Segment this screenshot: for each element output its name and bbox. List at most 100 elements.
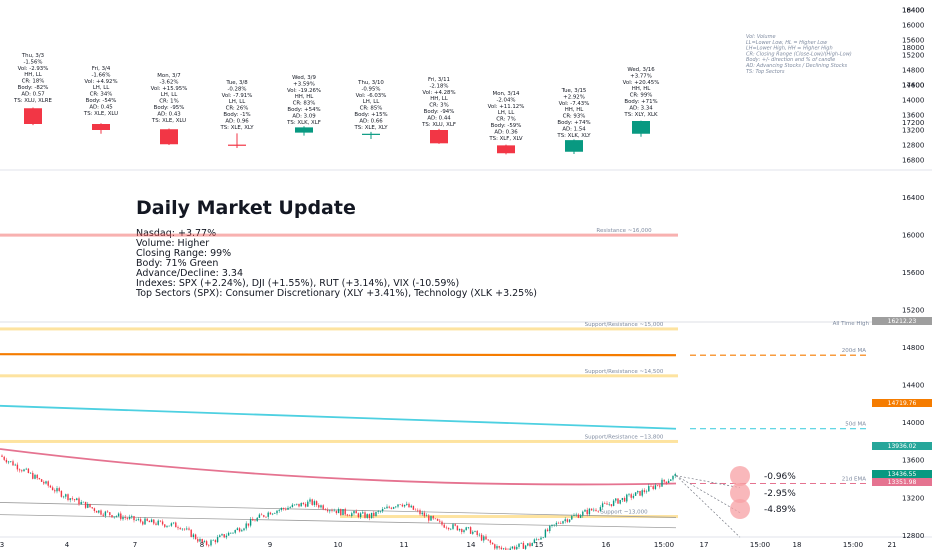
intraday-candle bbox=[483, 536, 485, 541]
intraday-candle bbox=[619, 499, 621, 504]
intraday-candle bbox=[256, 517, 258, 522]
daily-y-tick: 13200 bbox=[902, 127, 924, 135]
intraday-candle bbox=[56, 488, 58, 492]
intraday-candle bbox=[318, 505, 320, 508]
intraday-candle bbox=[417, 509, 419, 511]
intraday-candle bbox=[509, 548, 511, 550]
day-card-line: Body: +15% bbox=[354, 112, 387, 118]
intraday-candle bbox=[617, 498, 619, 504]
intraday-candle bbox=[142, 521, 144, 525]
intraday-candle bbox=[652, 486, 654, 489]
day-card-line: Vol: -2.93% bbox=[18, 66, 49, 72]
intraday-candle bbox=[538, 539, 540, 540]
intraday-candle bbox=[593, 509, 595, 511]
intraday-candle bbox=[346, 514, 349, 516]
intraday-candle bbox=[588, 508, 591, 515]
intraday-candle bbox=[650, 486, 652, 487]
legend-line: Vol: Volume bbox=[746, 34, 776, 40]
intraday-candle bbox=[80, 501, 82, 505]
intraday-candle bbox=[399, 504, 401, 506]
intraday-candle bbox=[27, 468, 30, 474]
day-card-line: AD: 1.54 bbox=[562, 126, 586, 132]
day-candle-body bbox=[565, 140, 583, 152]
intraday-candle bbox=[410, 505, 412, 508]
intraday-candle bbox=[434, 518, 437, 520]
day-card-line: Body: +71% bbox=[624, 99, 657, 105]
day-card-line: Vol: -7.43% bbox=[559, 101, 590, 107]
day-card-line: Body: -94% bbox=[424, 109, 455, 115]
price-y-tick: 16000 bbox=[902, 232, 924, 240]
intraday-candle bbox=[621, 497, 624, 500]
day-card-line: CR: 1% bbox=[159, 99, 178, 105]
day-candle-body bbox=[24, 108, 42, 124]
intraday-candle bbox=[478, 534, 481, 536]
day-card-line: HH, HL bbox=[565, 107, 584, 113]
price-badge-value: 13351.98 bbox=[888, 479, 917, 486]
daily-y-tick: 14800 bbox=[902, 67, 924, 75]
intraday-candle bbox=[665, 481, 668, 483]
intraday-candle bbox=[113, 516, 115, 518]
projection-marker bbox=[730, 499, 750, 519]
intraday-candle bbox=[271, 513, 274, 515]
day-card-line: CR: 3% bbox=[429, 103, 448, 109]
day-card-line: +3.77% bbox=[630, 73, 652, 79]
projection-line bbox=[675, 475, 741, 489]
intraday-candle bbox=[659, 485, 661, 487]
intraday-candle bbox=[430, 515, 432, 521]
intraday-candle bbox=[491, 542, 494, 545]
intraday-candle bbox=[223, 534, 225, 538]
day-card-line: +3.59% bbox=[293, 81, 315, 87]
intraday-candle bbox=[49, 485, 52, 488]
price-y-tick: 13200 bbox=[902, 494, 924, 502]
intraday-candle bbox=[5, 459, 8, 463]
intraday-candle bbox=[656, 485, 659, 486]
intraday-candle bbox=[527, 543, 529, 546]
day-card-line: CR: 34% bbox=[90, 92, 113, 98]
intraday-candle bbox=[164, 524, 166, 527]
intraday-candle bbox=[498, 546, 500, 548]
intraday-candle bbox=[201, 539, 203, 542]
level-label: Support ~13,000 bbox=[600, 510, 648, 516]
intraday-candle bbox=[210, 540, 212, 546]
intraday-candle bbox=[243, 528, 245, 531]
intraday-candle bbox=[564, 519, 566, 522]
day-card-line: HH, HL bbox=[295, 94, 314, 100]
intraday-candle bbox=[494, 544, 496, 549]
x-tick-label: 16 bbox=[602, 541, 611, 549]
intraday-candle bbox=[29, 472, 32, 474]
day-card-line: TS: XLK, XLF bbox=[286, 120, 321, 126]
day-card-line: -2.04% bbox=[496, 97, 515, 103]
day-card-line: HH, LL bbox=[430, 96, 448, 102]
intraday-candle bbox=[287, 507, 289, 510]
intraday-candle bbox=[359, 513, 362, 518]
intraday-candle bbox=[663, 479, 665, 482]
day-card-line: CR: 85% bbox=[360, 106, 383, 112]
x-tick-label: 15:00 bbox=[843, 541, 863, 549]
x-tick-label: 15:00 bbox=[654, 541, 674, 549]
intraday-candle bbox=[100, 510, 102, 515]
intraday-candle bbox=[219, 535, 221, 538]
intraday-candle bbox=[637, 490, 639, 493]
intraday-candle bbox=[320, 505, 322, 508]
day-card-line: HH, LL bbox=[24, 72, 42, 78]
day-card-line: LH, LL bbox=[161, 92, 178, 98]
day-card-line: Body: -95% bbox=[154, 105, 185, 111]
intraday-candle bbox=[604, 503, 606, 504]
intraday-candle bbox=[232, 532, 234, 534]
summary-line: Top Sectors (SPX): Consumer Discretionar… bbox=[135, 288, 537, 299]
day-card-line: Body: -59% bbox=[491, 123, 522, 129]
intraday-candle bbox=[522, 542, 525, 549]
legend-line: AD: Advancing Stocks / Declining Stocks bbox=[745, 63, 847, 69]
intraday-candle bbox=[626, 494, 628, 502]
day-card-line: TS: XLF, XLV bbox=[488, 136, 523, 142]
day-card-line: Wed, 3/16 bbox=[627, 67, 655, 73]
intraday-candle bbox=[139, 519, 142, 522]
projection-pct: -4.89% bbox=[764, 505, 796, 515]
intraday-candle bbox=[161, 521, 164, 525]
intraday-candle bbox=[265, 516, 267, 518]
intraday-candle bbox=[401, 504, 404, 507]
intraday-candle bbox=[150, 519, 153, 523]
intraday-candle bbox=[623, 497, 626, 502]
day-card-line: Fri, 3/11 bbox=[428, 77, 450, 83]
